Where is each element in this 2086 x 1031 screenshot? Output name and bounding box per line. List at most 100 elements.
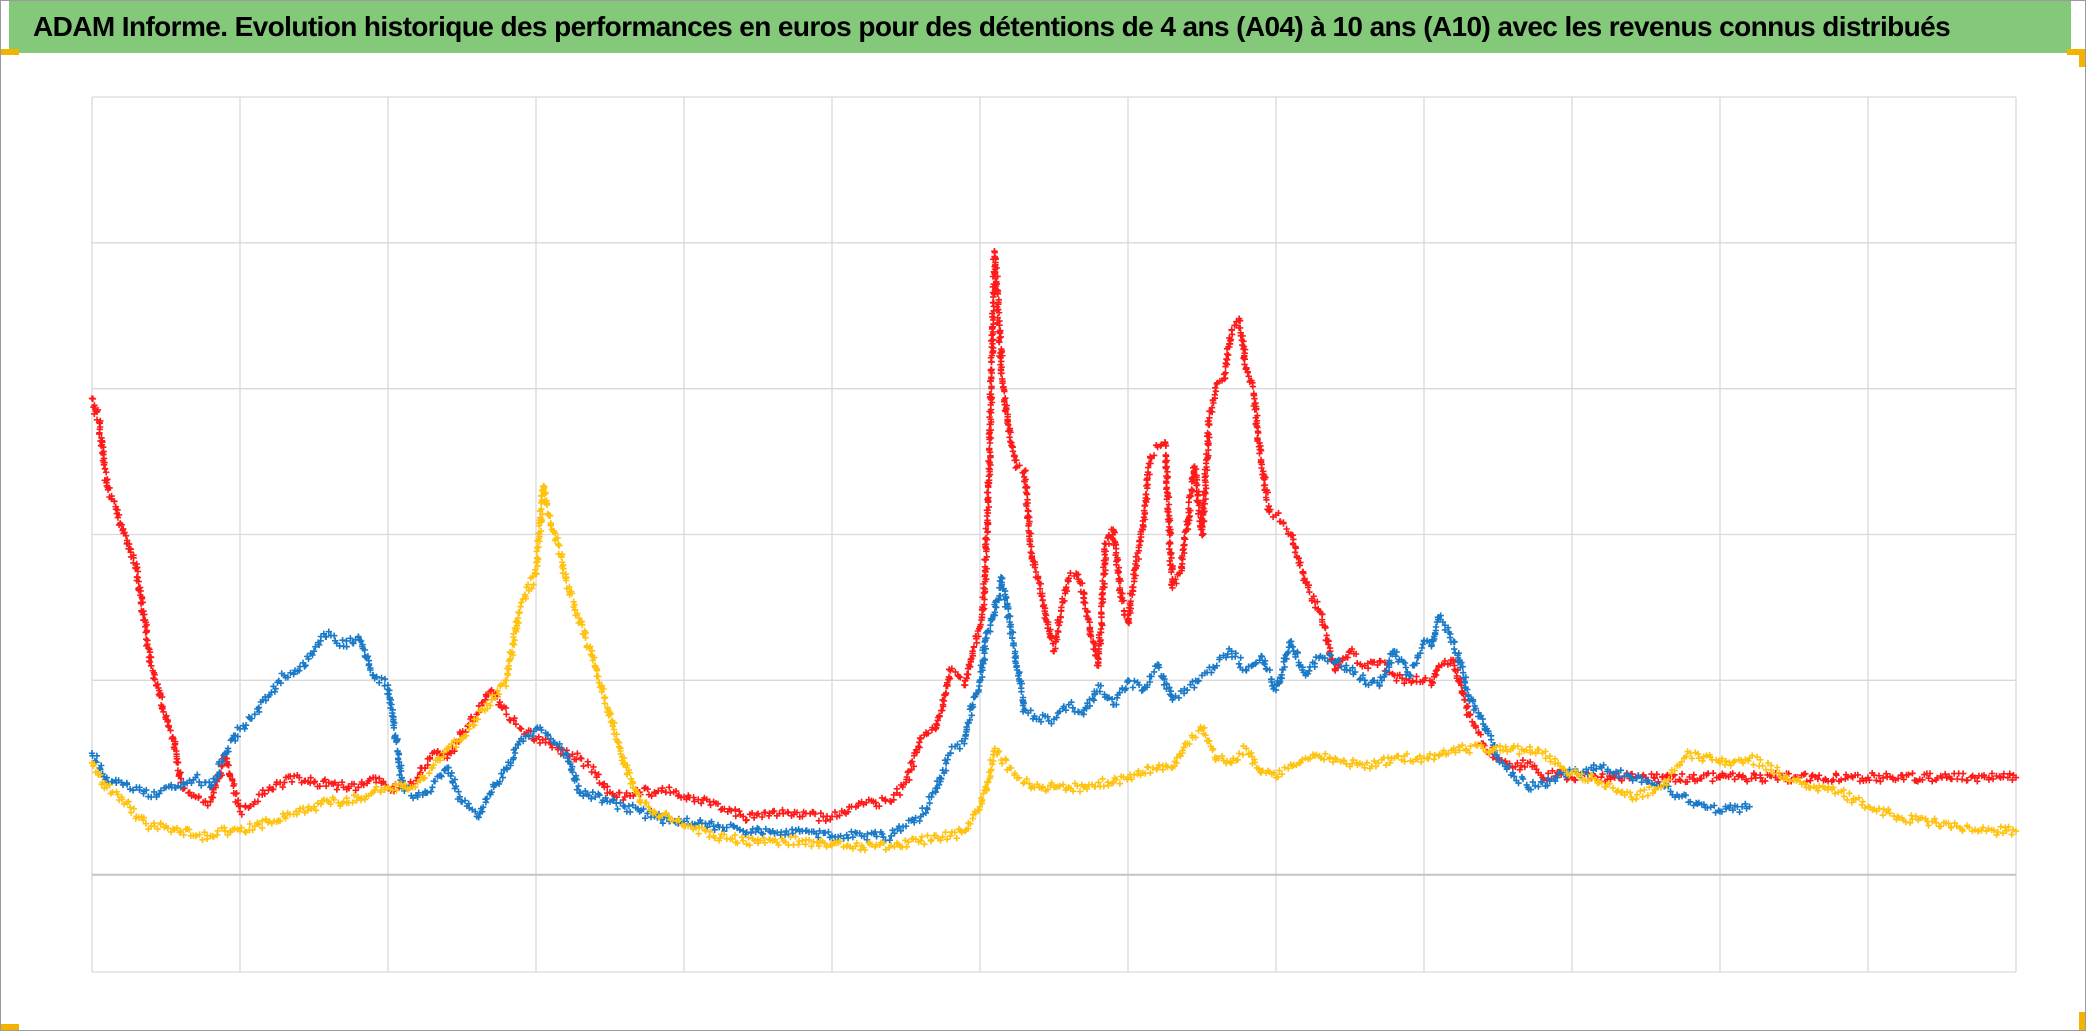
marker-trail	[831, 838, 864, 854]
marker-trail	[254, 816, 272, 832]
marker-trail	[1304, 654, 1323, 677]
marker-trail	[1274, 756, 1306, 781]
marker-trail	[1170, 685, 1188, 701]
marker-trail	[519, 569, 538, 603]
marker-trail	[550, 739, 567, 759]
marker-trail	[682, 822, 714, 841]
marker-trail	[1110, 678, 1131, 708]
marker-trail	[312, 796, 331, 814]
marker-trail	[164, 824, 183, 836]
marker-trail	[1068, 699, 1085, 716]
marker-trail	[609, 796, 627, 813]
marker-trail	[532, 483, 548, 578]
marker-trail	[89, 752, 109, 783]
data-point	[947, 832, 954, 840]
marker-trail	[475, 790, 494, 821]
marker-trail	[802, 827, 834, 841]
marker-trail	[1525, 778, 1545, 793]
marker-trail	[133, 564, 155, 666]
marker-trail	[461, 797, 479, 815]
marker-trail	[357, 790, 375, 804]
marker-trail	[1109, 528, 1124, 594]
marker-trail	[282, 667, 301, 681]
marker-trail	[1215, 752, 1234, 767]
marker-trail	[1125, 565, 1139, 627]
marker-trail	[1053, 703, 1070, 721]
marker-trail	[683, 792, 714, 809]
marker-trail	[1629, 784, 1662, 803]
marker-trail	[195, 793, 211, 809]
marker-trail	[999, 378, 1014, 436]
marker-trail	[1895, 812, 1929, 826]
marker-trail	[1016, 462, 1026, 476]
marker-trail	[1661, 782, 1692, 806]
marker-trail	[520, 728, 537, 745]
data-point	[710, 822, 717, 830]
marker-trail	[1319, 651, 1338, 667]
marker-trail	[312, 630, 330, 650]
marker-trail	[578, 618, 599, 670]
title-bar: ADAM Informe. Evolution historique des p…	[9, 1, 2071, 53]
corner-mark-top-left	[1, 49, 19, 55]
marker-trail	[1364, 658, 1381, 672]
marker-trail	[961, 652, 976, 685]
data-point	[666, 784, 673, 791]
marker-trail	[147, 662, 170, 721]
marker-trail	[1022, 707, 1040, 723]
marker-trail	[1542, 748, 1573, 779]
marker-trail	[1450, 638, 1472, 700]
marker-trail	[1660, 748, 1691, 789]
data-point	[1494, 754, 1502, 762]
corner-mark-bottom-left	[1, 1024, 19, 1030]
marker-trail	[955, 673, 968, 689]
marker-trail	[240, 713, 255, 732]
marker-trail	[1125, 677, 1145, 694]
marker-trail	[771, 826, 803, 839]
marker-trail	[1267, 506, 1277, 521]
data-point	[740, 837, 747, 844]
marker-trail	[268, 810, 287, 827]
marker-trail	[1838, 786, 1869, 812]
marker-trail	[296, 650, 316, 670]
marker-trail	[296, 803, 315, 816]
marker-trail	[327, 794, 346, 809]
marker-trail	[1059, 576, 1072, 606]
marker-trail	[977, 589, 988, 628]
marker-trail	[985, 248, 999, 478]
marker-trail	[193, 829, 211, 843]
data-point	[251, 822, 258, 830]
marker-trail	[1273, 639, 1295, 688]
marker-trail	[991, 574, 1005, 611]
marker-trail	[1305, 750, 1337, 766]
data-point	[2012, 827, 2020, 835]
marker-trail	[1482, 742, 1515, 756]
marker-trail	[311, 776, 330, 790]
marker-trail	[667, 787, 685, 801]
data-point	[740, 827, 747, 835]
marker-trail	[891, 835, 922, 851]
marker-trail	[711, 831, 746, 847]
marker-trail	[445, 737, 464, 751]
marker-trail	[268, 779, 286, 793]
marker-trail	[1466, 696, 1486, 723]
marker-trail	[1206, 379, 1221, 416]
marker-trail	[1186, 723, 1204, 748]
marker-trail	[1449, 656, 1471, 719]
marker-trail	[1052, 781, 1070, 794]
marker-trail	[1392, 648, 1411, 678]
marker-trail	[623, 801, 642, 816]
data-point	[251, 711, 258, 718]
marker-trail	[1157, 441, 1165, 450]
marker-trail	[1162, 440, 1176, 589]
marker-trail	[800, 808, 834, 825]
marker-trail	[104, 484, 124, 529]
marker-trail	[1985, 823, 2017, 839]
data-point	[888, 832, 895, 840]
marker-trail	[136, 784, 152, 800]
marker-trail	[1688, 749, 1722, 765]
marker-trail	[358, 775, 374, 789]
data-point	[325, 628, 332, 635]
marker-trail	[1601, 780, 1634, 799]
marker-trail	[563, 574, 584, 627]
marker-trail	[180, 825, 197, 839]
